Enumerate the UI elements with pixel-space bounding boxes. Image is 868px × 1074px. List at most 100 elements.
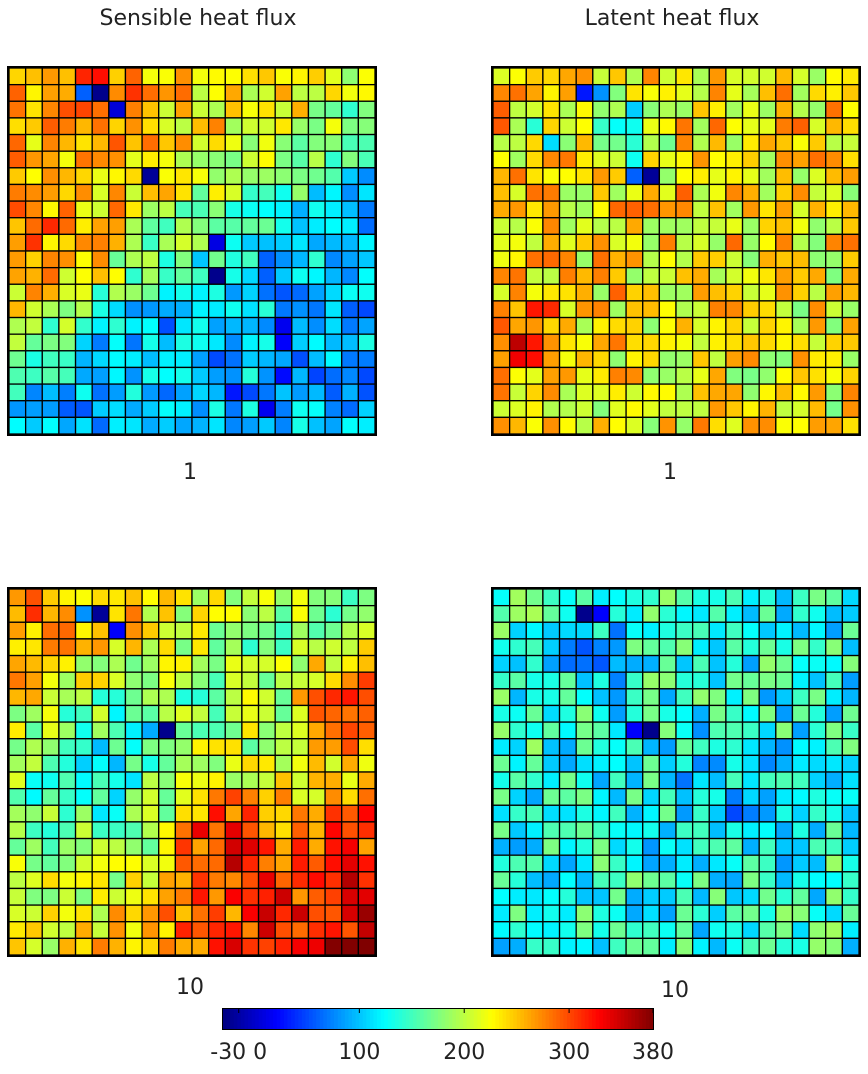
heatmap-cell	[124, 921, 143, 940]
heatmap-cell	[291, 871, 310, 890]
heatmap-cell	[575, 133, 594, 152]
heatmap-cell	[9, 754, 27, 773]
heatmap-cell	[775, 821, 794, 840]
heatmap-cell	[257, 150, 276, 169]
heatmap-latent-1	[491, 66, 861, 436]
heatmap-cell	[207, 133, 226, 152]
heatmap-cell	[508, 350, 527, 369]
heatmap-cell	[558, 150, 577, 169]
heatmap-cell	[58, 316, 77, 335]
heatmap-cell	[324, 771, 343, 790]
heatmap-cell	[525, 150, 544, 169]
heatmap-cell	[91, 721, 110, 740]
heatmap-cell	[841, 804, 859, 823]
heatmap-cell	[124, 771, 143, 790]
heatmap-cell	[74, 638, 93, 657]
heatmap-cell	[324, 283, 343, 302]
heatmap-cell	[841, 787, 859, 806]
heatmap-cell	[158, 854, 177, 873]
heatmap-cell	[191, 921, 210, 940]
heatmap-cell	[141, 266, 160, 285]
heatmap-cell	[525, 771, 544, 790]
heatmap-cell	[241, 83, 260, 102]
heatmap-cell	[341, 937, 360, 955]
heatmap-cell	[124, 117, 143, 136]
heatmap-cell	[841, 638, 859, 657]
heatmap-svg	[9, 589, 375, 955]
heatmap-cell	[307, 688, 326, 707]
heatmap-cell	[108, 100, 127, 119]
heatmap-cell	[592, 787, 611, 806]
heatmap-cell	[357, 383, 375, 402]
heatmap-cell	[808, 604, 827, 623]
heatmap-cell	[758, 771, 777, 790]
heatmap-cell	[725, 654, 744, 673]
heatmap-cell	[725, 133, 744, 152]
heatmap-cell	[808, 117, 827, 136]
heatmap-cell	[525, 300, 544, 319]
heatmap-cell	[841, 383, 859, 402]
heatmap-cell	[341, 771, 360, 790]
heatmap-cell	[725, 383, 744, 402]
heatmap-cell	[108, 921, 127, 940]
heatmap-cell	[108, 250, 127, 269]
heatmap-cell	[775, 904, 794, 923]
heatmap-cell	[542, 671, 561, 690]
heatmap-cell	[841, 589, 859, 607]
heatmap-cell	[357, 937, 375, 955]
heatmap-cell	[691, 217, 710, 236]
heatmap-cell	[291, 250, 310, 269]
heatmap-cell	[542, 283, 561, 302]
heatmap-cell	[691, 787, 710, 806]
heatmap-cell	[592, 688, 611, 707]
heatmap-cell	[758, 937, 777, 955]
heatmap-cell	[691, 638, 710, 657]
heatmap-cell	[708, 837, 727, 856]
heatmap-cell	[291, 217, 310, 236]
heatmap-cell	[775, 83, 794, 102]
heatmap-cell	[158, 200, 177, 219]
heatmap-cell	[775, 200, 794, 219]
heatmap-cell	[241, 654, 260, 673]
heatmap-cell	[691, 117, 710, 136]
colorbar-segment	[287, 1009, 292, 1029]
heatmap-cell	[41, 266, 60, 285]
heatmap-cell	[493, 400, 511, 419]
heatmap-cell	[493, 416, 511, 434]
heatmap-cell	[841, 704, 859, 723]
heatmap-cell	[41, 704, 60, 723]
colorbar-segment	[520, 1009, 525, 1029]
heatmap-cell	[691, 738, 710, 757]
heatmap-cell	[274, 183, 293, 202]
heatmap-cell	[658, 604, 677, 623]
heatmap-cell	[825, 266, 844, 285]
heatmap-cell	[207, 854, 226, 873]
heatmap-cell	[708, 671, 727, 690]
heatmap-cell	[508, 383, 527, 402]
colorbar-segment	[481, 1009, 486, 1029]
heatmap-cell	[108, 621, 127, 640]
heatmap-cell	[542, 117, 561, 136]
heatmap-cell	[307, 200, 326, 219]
heatmap-cell	[91, 921, 110, 940]
heatmap-cell	[691, 383, 710, 402]
heatmap-cell	[592, 671, 611, 690]
heatmap-cell	[58, 638, 77, 657]
heatmap-cell	[207, 283, 226, 302]
heatmap-cell	[241, 871, 260, 890]
heatmap-cell	[708, 68, 727, 86]
heatmap-cell	[158, 904, 177, 923]
heatmap-cell	[207, 266, 226, 285]
heatmap-cell	[274, 383, 293, 402]
heatmap-cell	[708, 100, 727, 119]
heatmap-cell	[642, 233, 661, 252]
heatmap-cell	[124, 383, 143, 402]
heatmap-cell	[91, 83, 110, 102]
colorbar-segment	[549, 1009, 554, 1029]
heatmap-cell	[91, 654, 110, 673]
heatmap-cell	[575, 316, 594, 335]
heatmap-cell	[658, 416, 677, 434]
heatmap-cell	[174, 837, 193, 856]
heatmap-cell	[508, 787, 527, 806]
heatmap-cell	[642, 250, 661, 269]
